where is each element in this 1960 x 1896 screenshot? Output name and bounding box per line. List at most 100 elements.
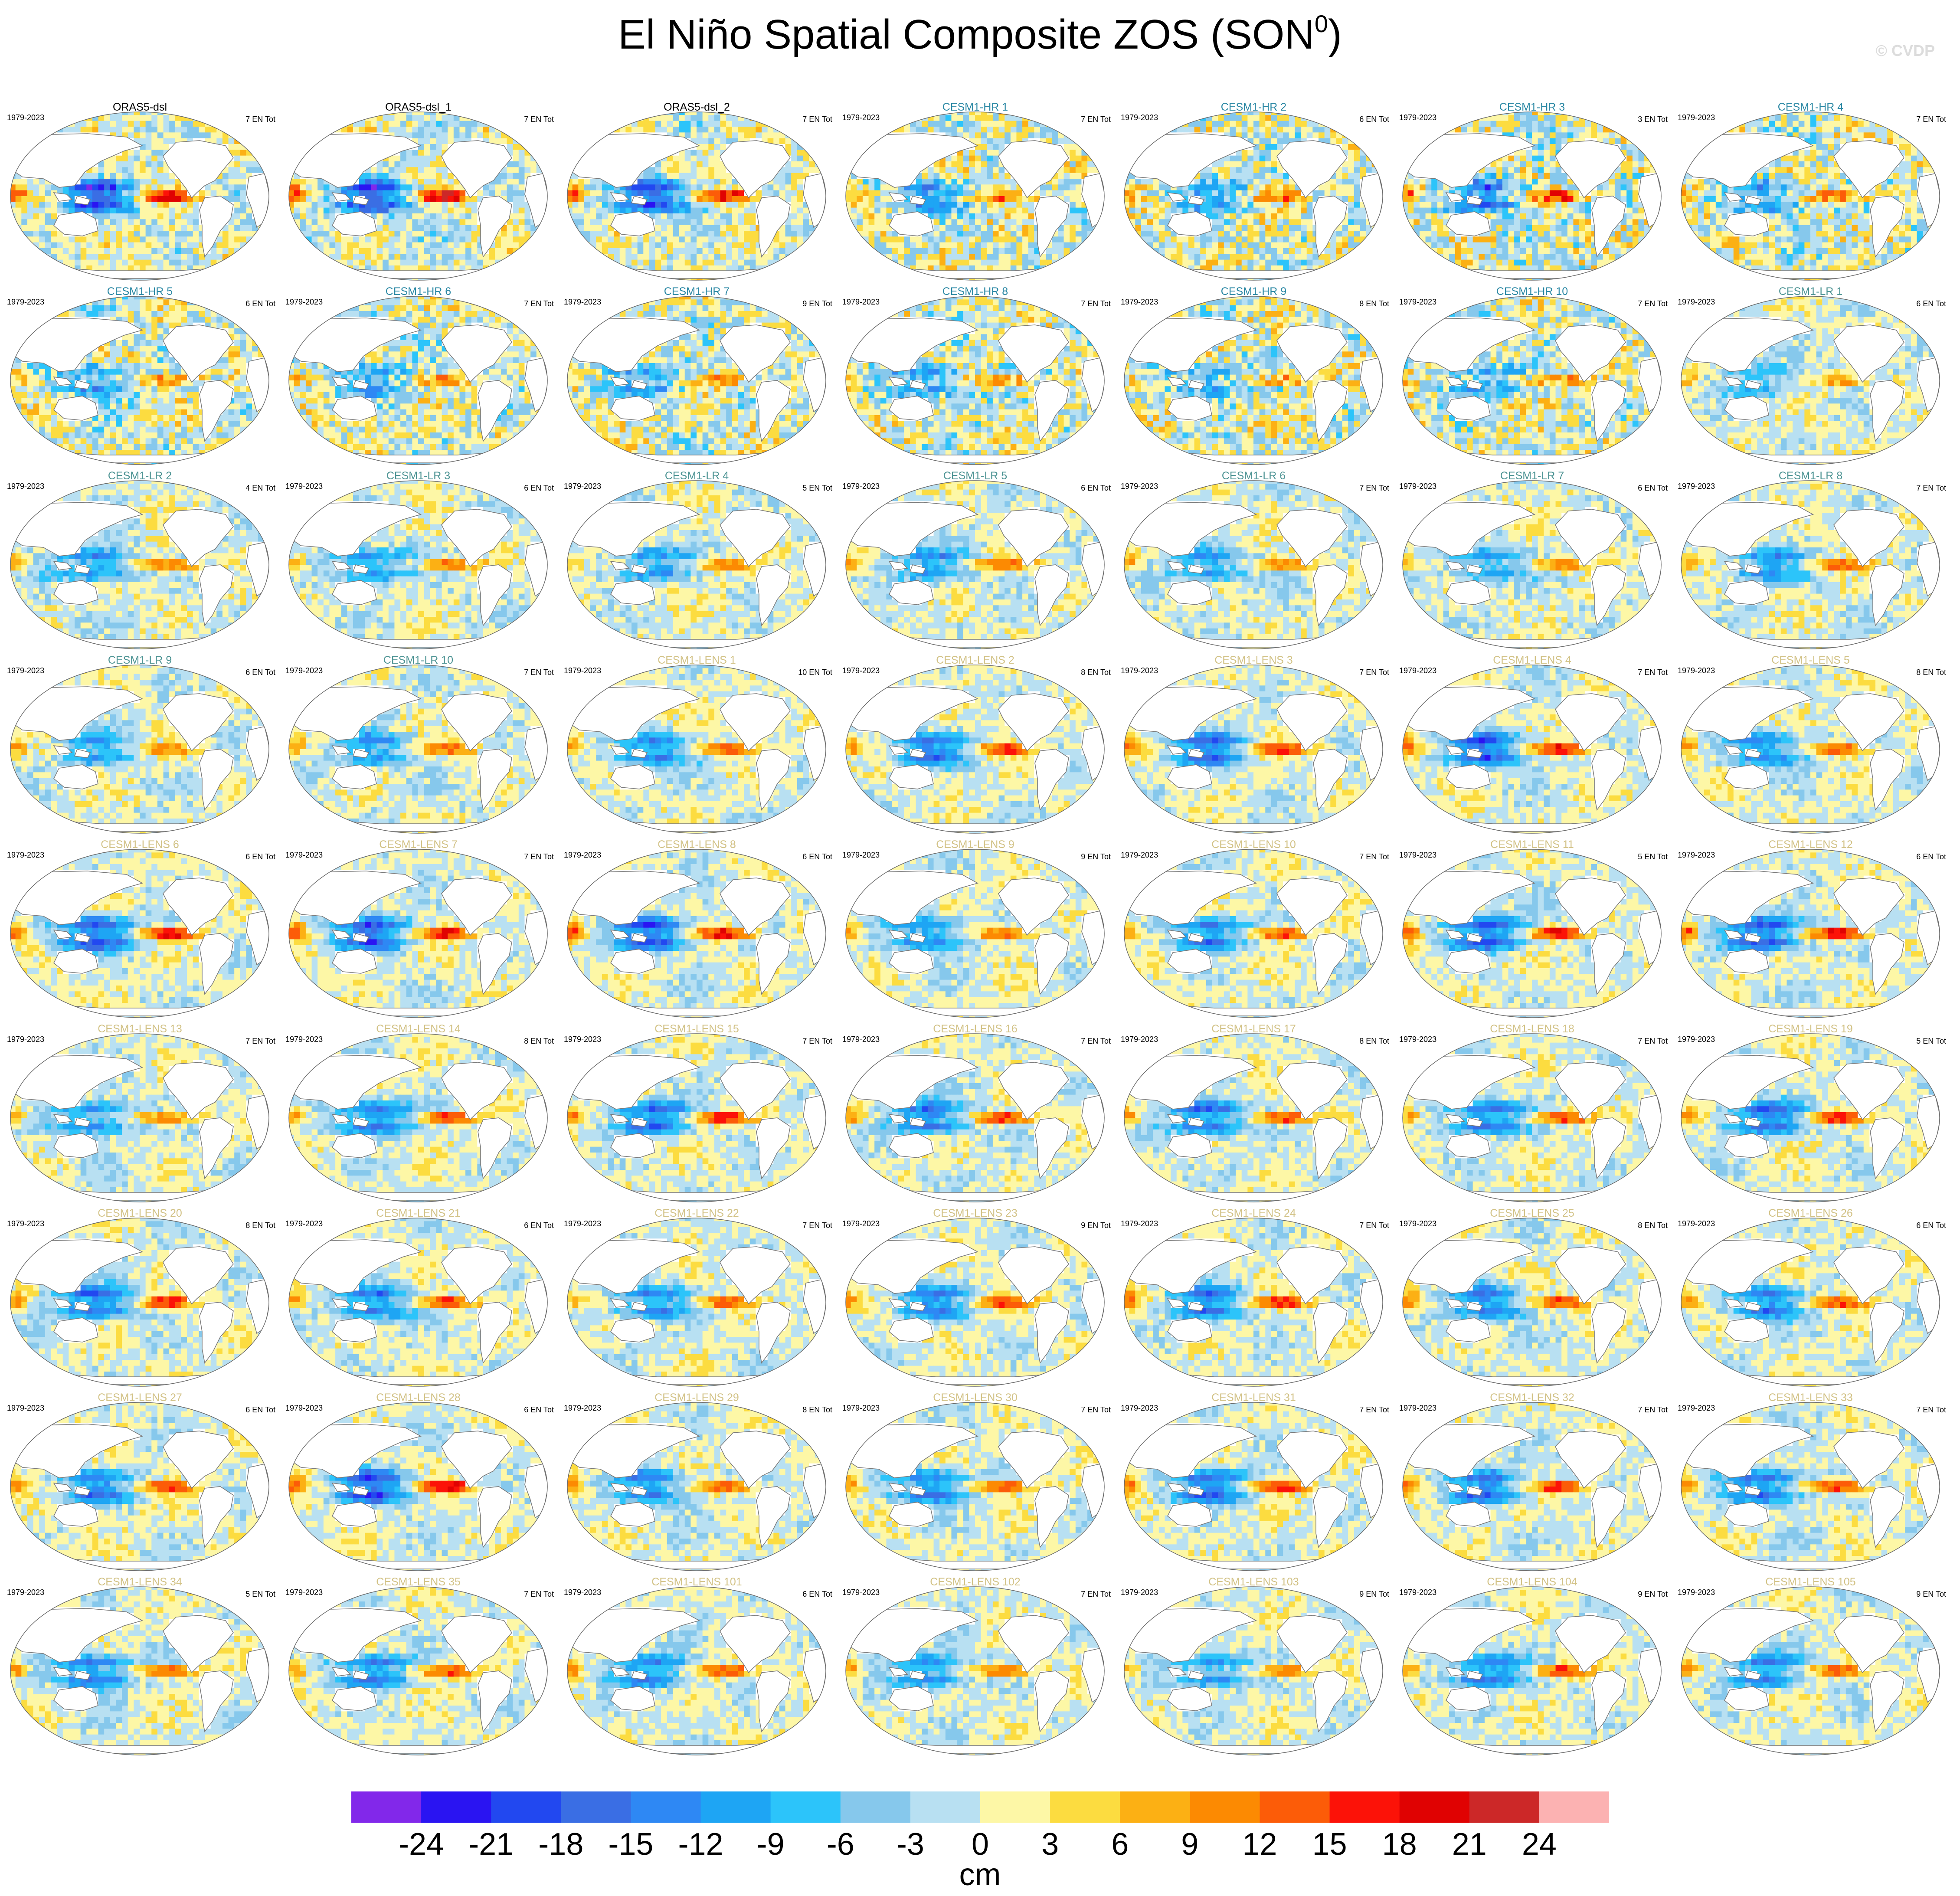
- map-cell: [63, 202, 69, 208]
- map-cell: [590, 265, 596, 272]
- map-cell: [258, 156, 264, 162]
- map-cell: [383, 242, 389, 249]
- map-cell: [371, 196, 377, 202]
- map-cell: [513, 184, 519, 190]
- map-cell: [1064, 173, 1070, 179]
- map-cell: [306, 265, 312, 272]
- map-cell: [690, 115, 697, 121]
- map-cell: [341, 202, 347, 208]
- map-cell: [732, 242, 738, 249]
- map-cell: [892, 202, 898, 208]
- map-cell: [922, 208, 928, 214]
- map-cell: [317, 271, 324, 277]
- map-cell: [519, 184, 525, 190]
- map-cell: [157, 248, 164, 254]
- map-cell: [957, 208, 963, 214]
- map-cell: [365, 242, 371, 249]
- map-cell: [98, 236, 105, 242]
- map-cell: [27, 248, 33, 254]
- map-cell: [92, 254, 98, 260]
- map-cell: [1028, 196, 1034, 202]
- map-cell: [21, 144, 27, 150]
- map-cell: [773, 179, 779, 185]
- map-cell: [465, 236, 471, 242]
- map-cell: [714, 127, 720, 133]
- map-cell: [851, 138, 857, 144]
- map-cell: [353, 248, 359, 254]
- map-cell: [394, 225, 400, 231]
- map-cell: [851, 132, 857, 138]
- map-cell: [963, 196, 969, 202]
- map-cell: [809, 260, 815, 266]
- map-cell: [199, 260, 205, 266]
- map-cell: [187, 231, 193, 237]
- map-cell: [857, 184, 863, 190]
- map-cell: [418, 196, 424, 202]
- map-cell: [1022, 127, 1028, 133]
- map-cell: [104, 213, 110, 219]
- map-cell: [175, 277, 181, 283]
- map-cell: [661, 161, 667, 167]
- map-cell: [643, 236, 649, 242]
- map-cell: [957, 190, 963, 196]
- map-cell: [317, 231, 324, 237]
- map-cell: [685, 173, 691, 179]
- map-cell: [81, 248, 87, 254]
- map-cell: [1070, 121, 1076, 127]
- map-cell: [16, 248, 22, 254]
- map-cell: [324, 265, 330, 272]
- map-cell: [869, 202, 875, 208]
- map-cell: [845, 219, 851, 225]
- map-cell: [240, 132, 246, 138]
- map-cell: [524, 225, 530, 231]
- map-cell: [714, 115, 720, 121]
- map-cell: [335, 208, 341, 214]
- map-cell: [324, 121, 330, 127]
- map-cell: [306, 184, 312, 190]
- map-cell: [590, 213, 596, 219]
- map-cell: [211, 254, 217, 260]
- map-cell: [92, 115, 98, 121]
- map-cell: [193, 236, 199, 242]
- map-cell: [519, 132, 525, 138]
- map-cell: [39, 127, 45, 133]
- map-cell: [383, 225, 389, 231]
- map-cell: [957, 127, 963, 133]
- map-cell: [655, 173, 661, 179]
- map-cell: [1064, 184, 1070, 190]
- map-cell: [216, 138, 223, 144]
- map-cell: [542, 144, 548, 150]
- map-cell: [578, 208, 584, 214]
- map-cell: [365, 190, 371, 196]
- map-cell: [703, 219, 709, 225]
- map-cell: [489, 254, 495, 260]
- map-cell: [602, 277, 608, 283]
- map-cell: [963, 121, 969, 127]
- map-cell: [216, 115, 223, 121]
- map-cell: [720, 138, 726, 144]
- map-cell: [649, 184, 655, 190]
- map-cell: [519, 213, 525, 219]
- map-cell: [317, 213, 324, 219]
- map-cell: [655, 202, 661, 208]
- map-cell: [661, 121, 667, 127]
- map-cell: [632, 236, 638, 242]
- map-cell: [246, 150, 252, 156]
- map-cell: [151, 202, 157, 208]
- map-cell: [264, 254, 270, 260]
- map-cell: [157, 202, 164, 208]
- map-cell: [223, 236, 229, 242]
- map-cell: [412, 173, 418, 179]
- map-cell: [530, 248, 537, 254]
- map-cell: [1070, 132, 1076, 138]
- map-cell: [223, 260, 229, 266]
- map-cell: [471, 225, 478, 231]
- map-cell: [288, 236, 294, 242]
- map-cell: [1016, 225, 1022, 231]
- map-cell: [86, 260, 92, 266]
- map-cell: [430, 196, 436, 202]
- map-cell: [116, 184, 122, 190]
- map-cell: [140, 179, 146, 185]
- map-cell: [1022, 225, 1028, 231]
- map-cell: [406, 236, 412, 242]
